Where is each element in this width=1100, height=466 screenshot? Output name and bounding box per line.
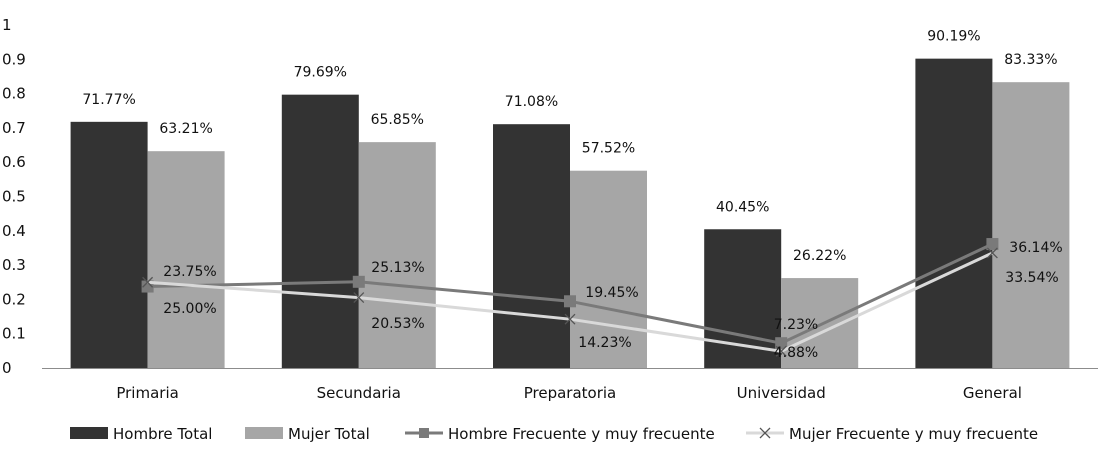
x-marker: [142, 276, 154, 288]
bar-data-label: 83.33%: [1004, 52, 1057, 68]
square-marker: [775, 337, 788, 350]
bar-hombre-total: [281, 94, 359, 368]
legend-marker: [419, 428, 429, 438]
lines-layer: [141, 238, 999, 357]
category-label: Preparatoria: [524, 384, 617, 402]
y-tick-label: 0.2: [2, 290, 26, 308]
legend-marker: [759, 427, 771, 439]
y-tick-label: 0.3: [2, 256, 26, 274]
y-tick-label: 0.7: [2, 119, 26, 137]
legend-item: Hombre Frecuente y muy frecuente: [405, 425, 715, 443]
legend: Hombre Total Mujer Total Hombre Frecuente …: [70, 425, 1038, 443]
square-marker: [564, 295, 576, 308]
line-data-label: 25.13%: [371, 260, 424, 276]
legend-item: Mujer Total: [245, 425, 370, 443]
bar-mujer-total: [992, 82, 1070, 368]
line-data-label: 23.75%: [163, 264, 216, 280]
legend-swatch: [70, 427, 108, 439]
square-marker: [986, 238, 999, 251]
category-label: Universidad: [737, 384, 826, 402]
line-data-label: 7.23%: [774, 317, 818, 333]
axes-layer: 0 0.1 0.2 0.3 0.4 0.5 0.6 0.7 0.8 0.9 1 Primaria Sec…: [2, 16, 1098, 402]
legend-label: Mujer Total: [288, 425, 370, 443]
bar-hombre-total: [493, 124, 570, 368]
bar-mujer-total: [147, 151, 225, 368]
line-data-label: 20.53%: [371, 316, 424, 332]
bar-data-label: 26.22%: [793, 248, 846, 264]
line-data-label: 4.88%: [774, 345, 818, 361]
bar-data-label: 90.19%: [927, 29, 980, 45]
legend-label: Hombre Frecuente y muy frecuente: [448, 425, 715, 443]
x-marker: [986, 247, 998, 259]
line-data-label: 36.14%: [1009, 240, 1062, 256]
legend-item: Hombre Total: [70, 425, 212, 443]
bar-hombre-total: [915, 58, 993, 368]
y-tick-label: 0.4: [2, 222, 26, 240]
bars-layer: [70, 58, 1070, 368]
line-data-label: 19.45%: [585, 285, 638, 301]
data-labels-layer: 71.77% 79.69% 71.08% 40.45% 90.19% 63.21% 65.8…: [82, 29, 1062, 361]
y-tick-label: 0: [2, 359, 12, 377]
y-tick-label: 1: [2, 16, 12, 34]
y-tick-label: 0.9: [2, 50, 26, 68]
y-tick-label: 0.8: [2, 85, 26, 103]
category-label: General: [963, 384, 1022, 402]
bar-hombre-total: [704, 229, 782, 368]
bar-mujer-total: [358, 142, 436, 368]
x-marker: [775, 345, 787, 357]
bar-hombre-total: [70, 121, 148, 368]
bar-data-label: 40.45%: [716, 199, 769, 215]
y-tick-label: 0.5: [2, 188, 26, 206]
legend-swatch: [245, 427, 283, 439]
bar-data-label: 71.77%: [82, 92, 135, 108]
bar-data-label: 63.21%: [159, 121, 212, 137]
bar-mujer-total: [570, 170, 647, 368]
bar-data-label: 79.69%: [294, 65, 347, 81]
line-data-label: 25.00%: [163, 301, 216, 317]
x-marker: [564, 313, 576, 325]
line-data-label: 14.23%: [578, 335, 631, 351]
bar-data-label: 65.85%: [371, 112, 424, 128]
line-data-label: 33.54%: [1005, 270, 1058, 286]
legend-label: Hombre Total: [113, 425, 212, 443]
y-tick-label: 0.6: [2, 153, 26, 171]
x-marker: [353, 292, 365, 304]
bar-data-label: 57.52%: [582, 141, 635, 157]
category-label: Secundaria: [317, 384, 401, 402]
category-label: Primaria: [116, 384, 178, 402]
y-tick-label: 0.1: [2, 325, 26, 343]
legend-item: Mujer Frecuente y muy frecuente: [746, 425, 1038, 443]
legend-label: Mujer Frecuente y muy frecuente: [789, 425, 1038, 443]
bar-data-label: 71.08%: [505, 94, 558, 110]
square-marker: [352, 275, 365, 288]
